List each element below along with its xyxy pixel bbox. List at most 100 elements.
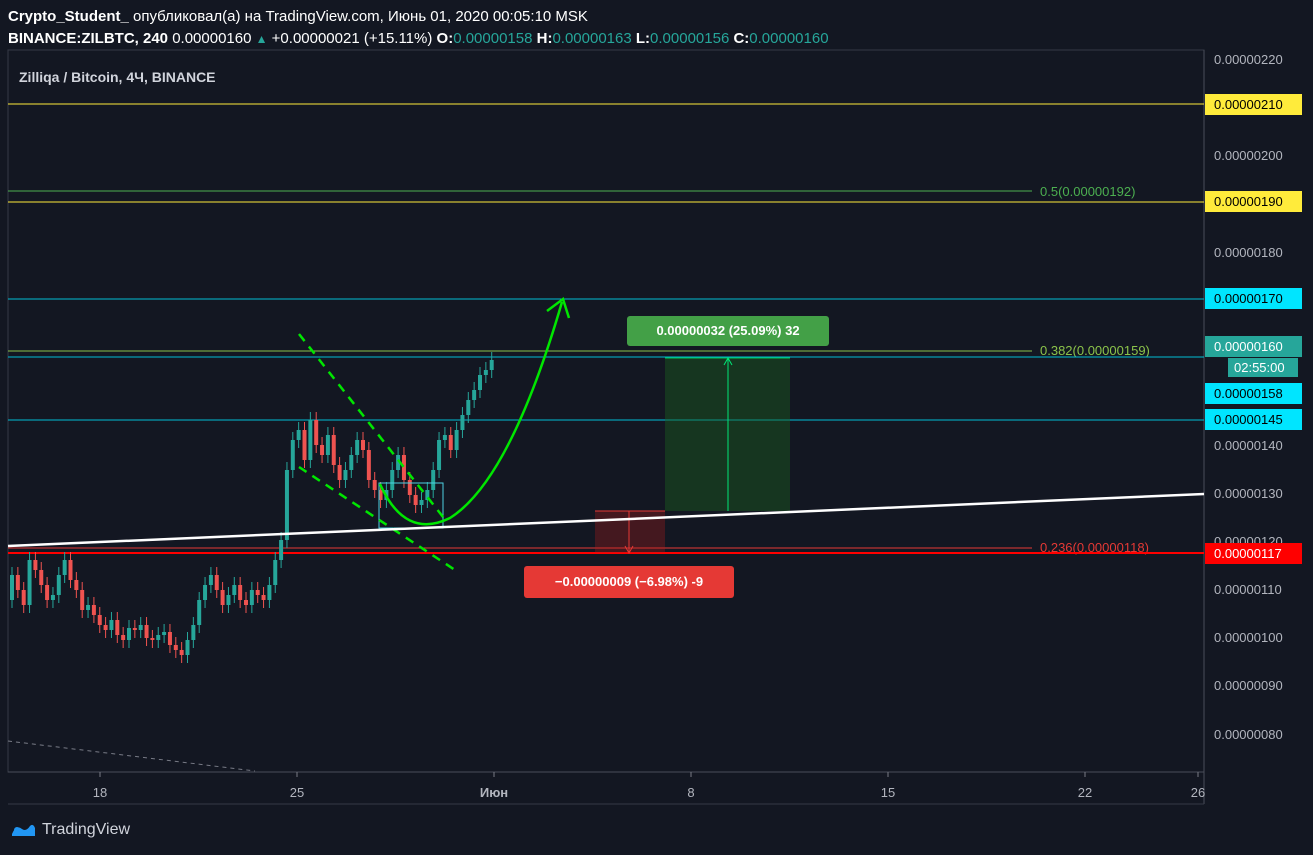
last-price-label: 0.00000160	[1214, 339, 1283, 354]
candle-body	[378, 490, 383, 500]
candle-body	[349, 455, 354, 470]
candle-body	[162, 632, 167, 635]
candle-body	[208, 575, 213, 585]
candle-body	[331, 435, 336, 465]
level-tag-210	[1205, 94, 1302, 115]
candle-body	[103, 625, 108, 630]
fib-line-0.236[interactable]: 0.236(0.00000118)	[8, 540, 1149, 555]
candle-body	[150, 638, 155, 640]
candle-body	[121, 635, 126, 640]
candle-body	[372, 480, 377, 490]
candle-body	[33, 560, 38, 570]
candle-body	[442, 435, 447, 440]
high-value: 0.00000163	[552, 30, 632, 47]
price-tick: 0.00000080	[1214, 727, 1283, 742]
candle-body	[314, 420, 319, 445]
projection-arrow[interactable]	[378, 296, 571, 526]
candle-body	[144, 625, 149, 638]
candle-body	[115, 620, 120, 635]
candle-body	[80, 590, 85, 610]
level-tag-170	[1205, 288, 1302, 309]
fib-label-0.5: 0.5(0.00000192)	[1040, 184, 1135, 199]
candle-body	[267, 585, 272, 600]
chart-pane-border	[7, 49, 1205, 773]
time-tick: 26	[1191, 785, 1205, 800]
candle-body	[50, 595, 55, 600]
brand-name[interactable]: TradingView	[42, 821, 131, 838]
candle-body	[419, 500, 424, 505]
candle-body	[325, 435, 330, 455]
level-tag-117	[1205, 543, 1302, 564]
low-value: 0.00000156	[650, 30, 730, 47]
candle-body	[396, 455, 401, 470]
fib-line-0.382[interactable]: 0.382(0.00000159)	[8, 343, 1150, 358]
candle-body	[431, 470, 436, 490]
ohlc-line: BINANCE:ZILBTC, 240 0.00000160 ▲ +0.0000…	[8, 28, 829, 50]
price-axis[interactable]: 0.00000220 0.00000200 0.00000180 0.00000…	[1214, 52, 1283, 742]
stop-label: −0.00000009 (−6.98%) -9	[555, 574, 703, 589]
stop-label-box	[524, 566, 734, 598]
candle-body	[478, 375, 482, 390]
candle-body	[179, 650, 184, 655]
up-triangle-icon: ▲	[255, 32, 268, 46]
candles-group	[10, 352, 494, 663]
candle-body	[214, 575, 219, 590]
candle-body	[255, 590, 260, 595]
candle-body	[167, 632, 172, 645]
author-name[interactable]: Crypto_Student_	[8, 8, 129, 25]
candle-body	[460, 415, 465, 430]
candle-body	[244, 600, 248, 605]
price-tick: 0.00000140	[1214, 438, 1283, 453]
price-tick: 0.00000220	[1214, 52, 1283, 67]
candle-body	[302, 430, 307, 460]
price-change: +0.00000021 (+15.11%)	[271, 30, 433, 47]
candle-body	[220, 590, 225, 605]
level-tag-label: 0.00000145	[1214, 412, 1283, 427]
candle-body	[296, 430, 301, 440]
candle-body	[10, 575, 14, 600]
symbol-interval: BINANCE:ZILBTC, 240	[8, 30, 169, 47]
candle-body	[401, 455, 406, 480]
level-tag-label: 0.00000117	[1214, 546, 1282, 561]
candle-body	[15, 575, 20, 590]
candle-body	[86, 605, 91, 610]
candle-body	[132, 628, 137, 630]
candle-body	[448, 435, 453, 450]
level-tag-158	[1205, 383, 1302, 404]
current-price: 0.00000160	[172, 30, 252, 47]
candle-body	[273, 560, 278, 585]
long-position-tool[interactable]: 0.00000032 (25.09%) 32 −0.00000009 (−6.9…	[524, 316, 829, 598]
open-key: O:	[436, 30, 454, 47]
candle-body	[454, 430, 459, 450]
candle-body	[56, 575, 61, 595]
level-tag-label: 0.00000210	[1214, 97, 1283, 112]
candle-body	[203, 585, 208, 600]
candle-body	[413, 495, 418, 505]
candle-body	[279, 540, 284, 560]
candle-body	[173, 645, 178, 650]
level-tag-190	[1205, 191, 1302, 212]
fib-label-0.382: 0.382(0.00000159)	[1040, 343, 1150, 358]
candle-body	[437, 440, 442, 470]
open-value: 0.00000158	[453, 30, 533, 47]
gray-dashed-line[interactable]	[7, 740, 256, 772]
time-tick: 8	[687, 785, 694, 800]
level-tag-145	[1205, 409, 1302, 430]
candle-body	[197, 600, 202, 625]
price-tick: 0.00000100	[1214, 630, 1283, 645]
candle-body	[62, 560, 67, 575]
last-price-tag	[1205, 336, 1302, 357]
candle-body	[39, 570, 44, 585]
candle-body	[97, 615, 102, 625]
level-tag-label: 0.00000158	[1214, 386, 1283, 401]
tradingview-logo-icon	[12, 824, 35, 836]
published-text: опубликовал(а) на TradingView.com, Июнь …	[128, 8, 588, 25]
candle-body	[361, 440, 365, 450]
support-trendline[interactable]	[7, 492, 1205, 548]
channel-upper-line[interactable]	[298, 333, 448, 523]
fib-line-0.5[interactable]: 0.5(0.00000192)	[8, 184, 1135, 199]
time-axis[interactable]: 18 25 Июн 8 15 22 26	[93, 772, 1205, 800]
low-key: L:	[635, 30, 651, 47]
candle-body	[191, 625, 196, 640]
